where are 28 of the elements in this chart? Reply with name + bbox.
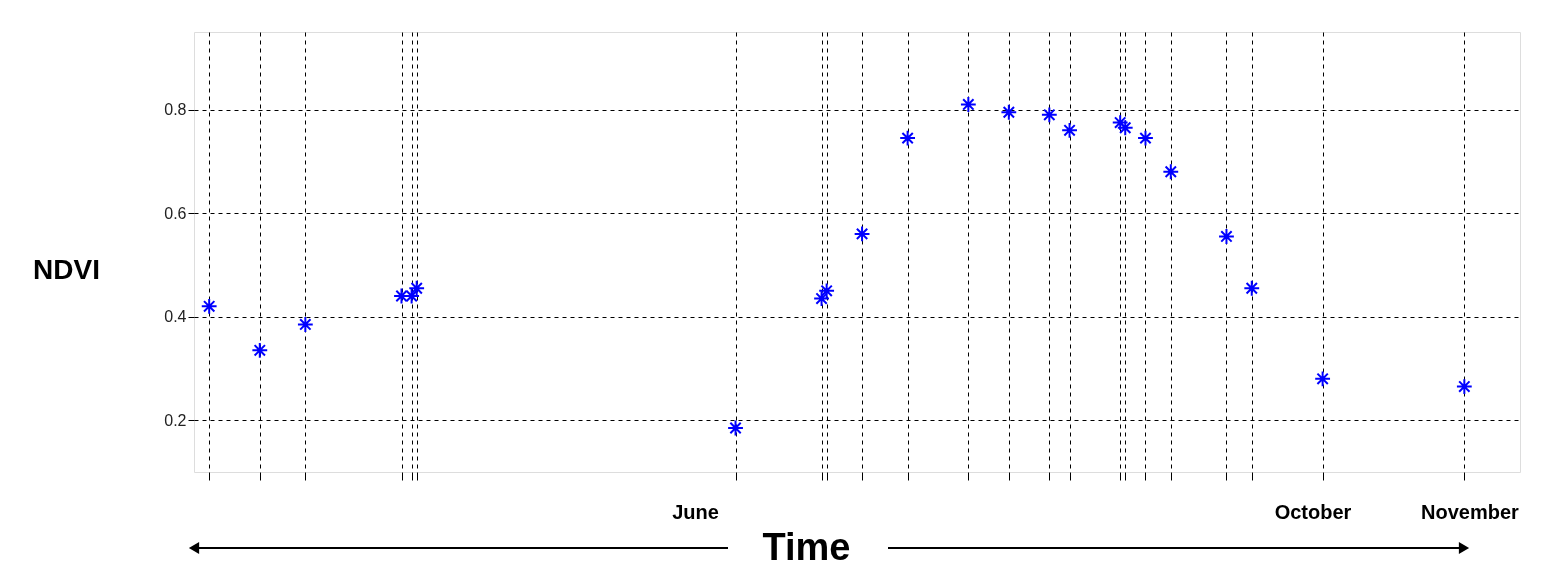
y-tick-label: 0.4 — [164, 308, 187, 326]
point — [1000, 103, 1018, 121]
point — [1111, 114, 1129, 131]
point — [727, 419, 744, 437]
point — [899, 129, 917, 147]
y-tick-label: 0.2 — [164, 411, 187, 429]
point — [296, 316, 314, 333]
point — [1061, 121, 1078, 139]
point — [853, 225, 871, 243]
y-tick-label: 0.8 — [164, 101, 187, 119]
point — [251, 341, 269, 359]
x-tick-label: October — [1274, 500, 1352, 523]
x-axis-title: Time — [762, 525, 851, 567]
point — [1314, 370, 1332, 388]
point — [1137, 129, 1154, 147]
point — [1455, 378, 1473, 395]
x-tick-label: November — [1420, 500, 1520, 523]
point — [818, 282, 836, 300]
point — [1040, 106, 1058, 124]
y-axis-title: NDVI — [33, 253, 100, 285]
point — [959, 96, 977, 113]
y-tick-label: 0.6 — [164, 204, 187, 222]
point — [1218, 228, 1235, 245]
x-tick-label: June — [672, 500, 719, 523]
point — [1116, 119, 1134, 137]
point — [813, 290, 830, 307]
point — [1162, 163, 1180, 181]
point — [1243, 279, 1261, 297]
